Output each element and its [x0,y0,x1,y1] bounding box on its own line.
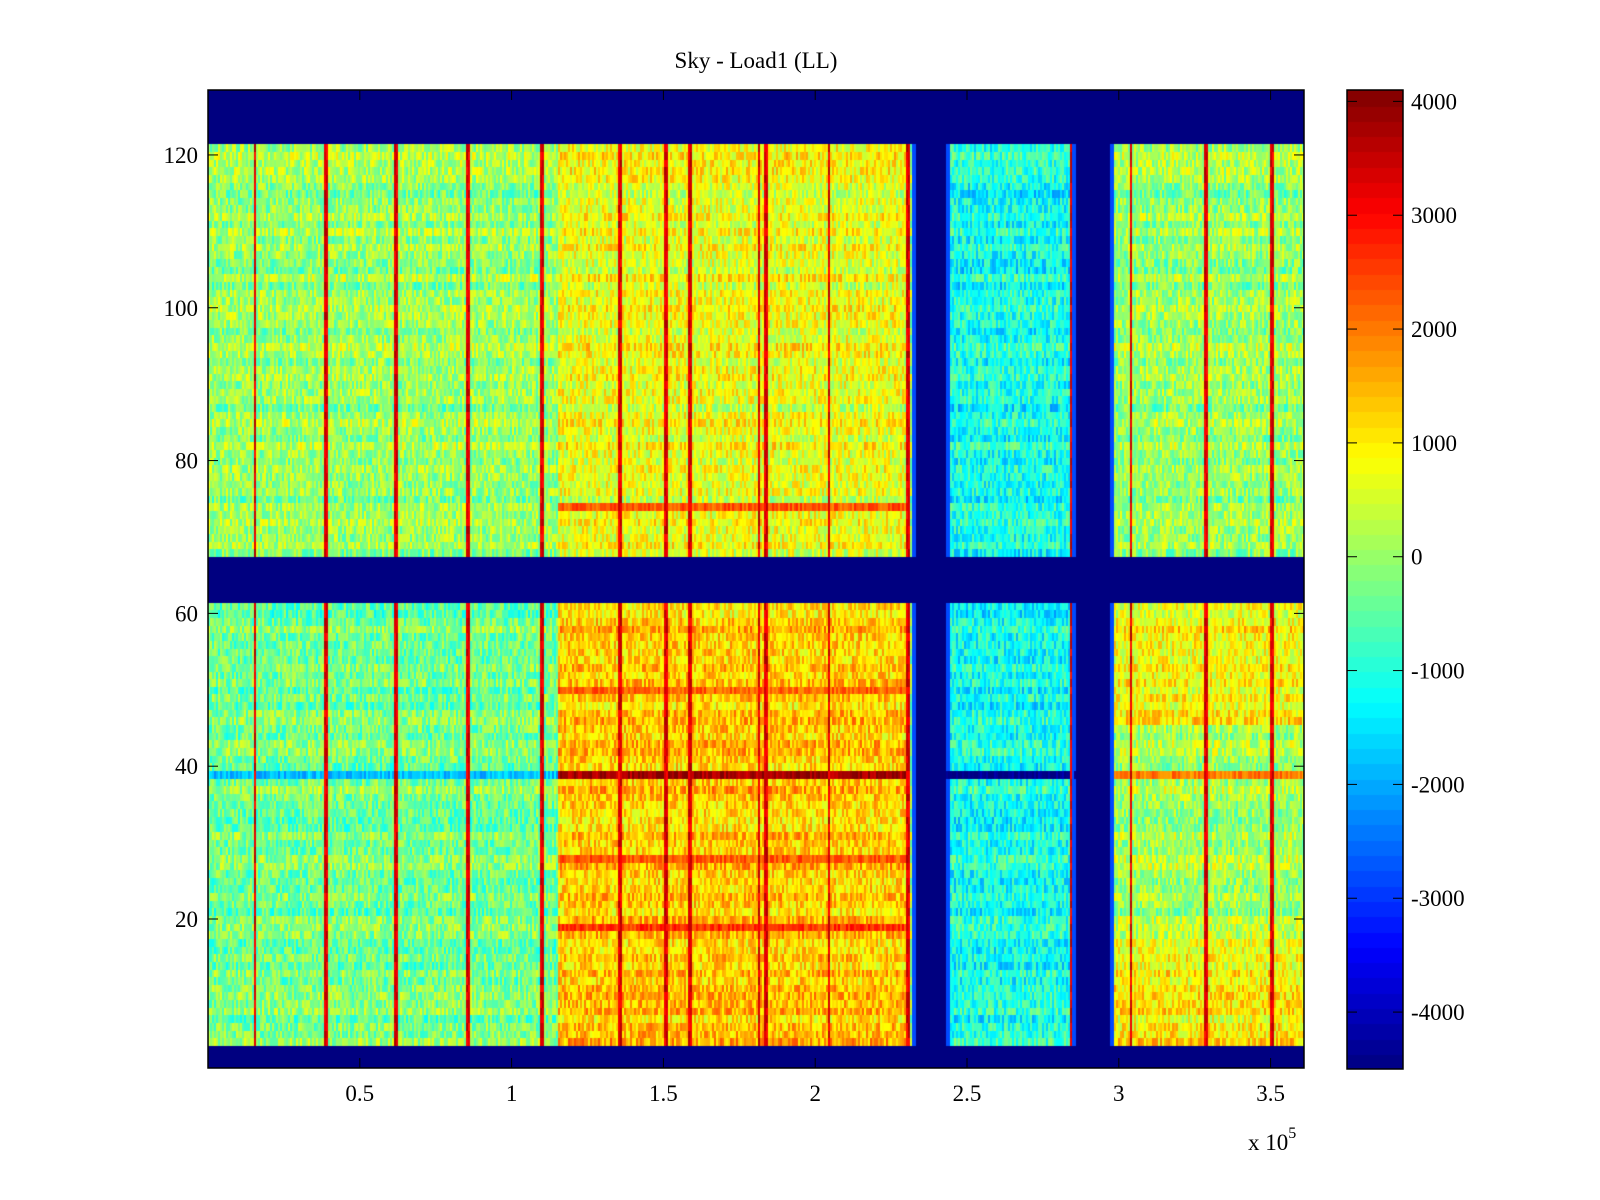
x-tick-label: 1.5 [649,1081,678,1106]
x-tick-label: 3 [1113,1081,1125,1106]
colorbar-tick-label: -1000 [1411,659,1465,684]
x-axis-ticks: 0.5 1 1.5 2 2.5 3 3.5 [345,90,1285,1106]
colorbar-area [1347,90,1403,1069]
x-multiplier-exponent: 5 [1288,1125,1296,1142]
colorbar-tick-label: 3000 [1411,203,1457,228]
y-tick-label: 80 [175,449,198,474]
y-tick-label: 120 [164,143,199,168]
y-tick-label: 40 [175,754,198,779]
colorbar-tick-label: 4000 [1411,89,1457,114]
x-multiplier-base: x 10 [1248,1130,1288,1155]
colorbar-tick-label: 0 [1411,545,1423,570]
chart-title: Sky - Load1 (LL) [675,48,838,73]
y-tick-label: 20 [175,907,198,932]
x-multiplier-label: x 105 [1248,1125,1296,1155]
heatmap-canvas [208,90,1304,1068]
colorbar-tick-label: -4000 [1411,1000,1465,1025]
colorbar-canvas [1347,90,1403,1069]
plot-frame [207,89,1305,1069]
colorbar-frame [1346,89,1404,1070]
colorbar-tick-label: 1000 [1411,431,1457,456]
colorbar-tick-label: -3000 [1411,886,1465,911]
x-tick-label: 2.5 [953,1081,982,1106]
colorbar-ticks: 4000 3000 2000 1000 0 -1000 -2000 -3000 -4000 [1347,89,1465,1025]
y-axis-ticks: 20 40 60 80 100 120 [164,143,1304,932]
x-tick-label: 0.5 [345,1081,374,1106]
colorbar-tick-label: -2000 [1411,772,1465,797]
heatmap-area [208,90,1304,1068]
y-tick-label: 100 [164,296,199,321]
y-tick-label: 60 [175,601,198,626]
x-tick-label: 3.5 [1256,1081,1285,1106]
x-tick-label: 1 [506,1081,518,1106]
x-tick-label: 2 [809,1081,821,1106]
colorbar-tick-label: 2000 [1411,317,1457,342]
